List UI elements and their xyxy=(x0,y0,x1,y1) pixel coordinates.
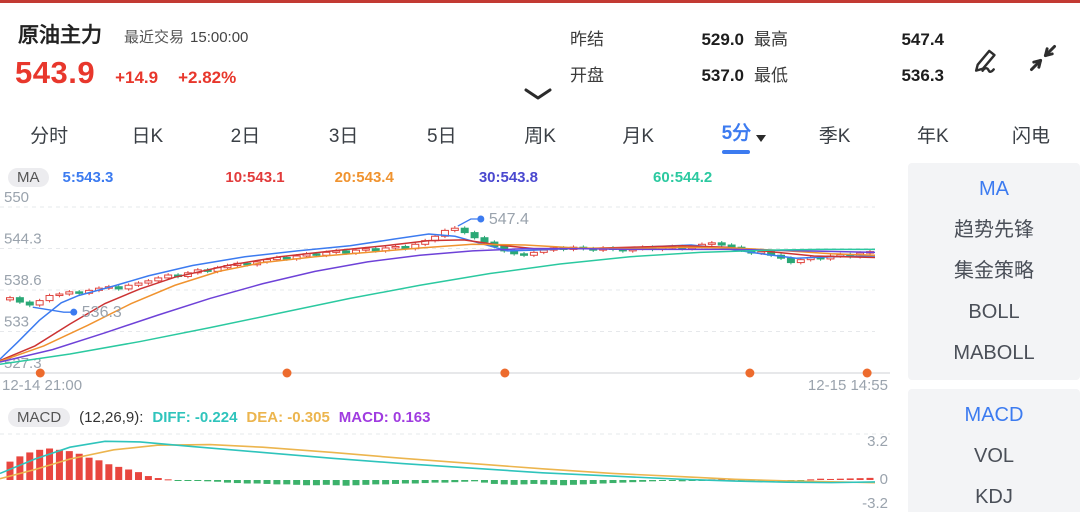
main-indicator-panel: MA 趋势先锋 集金策略 BOLL MABOLL xyxy=(908,163,1080,380)
macd-dea-value: DEA: -0.305 xyxy=(246,408,330,426)
stat-label: 开盘 xyxy=(570,66,604,85)
stat-label: 最高 xyxy=(754,30,788,49)
macd-indicator-pill[interactable]: MACD xyxy=(8,407,71,427)
collapse-arrows-icon[interactable] xyxy=(1026,41,1060,75)
ma60-legend: 60:544.2 xyxy=(653,168,713,186)
ma10-legend: 10:543.1 xyxy=(225,168,285,186)
ma30-legend: 30:543.8 xyxy=(478,168,539,186)
stat-value: 547.4 xyxy=(901,30,944,49)
indicator-macd[interactable]: MACD xyxy=(964,404,1024,426)
ma-indicator-pill[interactable]: MA xyxy=(8,167,49,187)
tab-fenshi[interactable]: 分时 xyxy=(30,125,69,147)
stat-label: 最低 xyxy=(754,66,788,85)
stat-value: 529.0 xyxy=(701,30,744,49)
macd-bar-value: MACD: 0.163 xyxy=(338,408,431,426)
last-price: 543.9 xyxy=(15,55,96,90)
macd-params: (12,26,9): xyxy=(79,408,144,426)
MA20-line xyxy=(0,243,876,363)
tab-day-k[interactable]: 日K xyxy=(131,125,164,147)
ma20-legend: 20:543.4 xyxy=(334,168,394,186)
chevron-down-icon[interactable] xyxy=(522,87,554,101)
last-trade: 最近交易 15:00:00 xyxy=(124,29,249,46)
annotation-line xyxy=(457,218,479,227)
session-dot xyxy=(282,368,292,378)
annotation-line xyxy=(32,306,72,313)
sub-indicator-panel: MACD VOL KDJ xyxy=(908,389,1080,512)
ma-legend: MA 5:543.3 10:543.1 20:543.4 30:543.8 60… xyxy=(0,163,900,191)
ma5-legend: 5:543.3 xyxy=(62,168,114,186)
macd-diff-value: DIFF: -0.224 xyxy=(152,408,238,426)
y-axis-label: 538.6 xyxy=(4,272,42,289)
indicator-vol[interactable]: VOL xyxy=(973,445,1015,467)
tab-month-k[interactable]: 月K xyxy=(622,125,655,147)
macd-y-label: 0 xyxy=(880,471,888,488)
y-axis-label: 544.3 xyxy=(4,231,42,248)
MA5-line xyxy=(0,233,876,360)
tab-flash[interactable]: 闪电 xyxy=(1011,125,1050,147)
macd-chart-canvas[interactable]: 3.2 0 -3.2 xyxy=(0,432,898,512)
price-change-percent: +2.82% xyxy=(178,68,237,87)
tab-3day[interactable]: 3日 xyxy=(328,125,359,147)
quote-stats: 昨结 529.0 最高 547.4 开盘 537.0 最低 536.3 xyxy=(570,25,944,86)
stat-label: 昨结 xyxy=(570,30,604,49)
MA30-line xyxy=(0,247,876,363)
tab-year-k[interactable]: 年K xyxy=(916,125,949,147)
indicator-kdj[interactable]: KDJ xyxy=(975,486,1013,508)
session-dot xyxy=(35,368,45,378)
candlestick-series xyxy=(6,226,874,308)
pen-icon[interactable] xyxy=(968,41,1002,75)
tab-5min-active[interactable]: 5分 xyxy=(687,114,785,154)
MA10-line xyxy=(0,239,876,362)
MA60-line xyxy=(0,248,875,365)
session-dot xyxy=(745,368,755,378)
indicator-sidebar: MA 趋势先锋 集金策略 BOLL MABOLL MACD VOL KDJ xyxy=(908,163,1080,512)
indicator-jijin-strategy[interactable]: 集金策略 xyxy=(954,260,1034,282)
macd-y-label: -3.2 xyxy=(862,495,888,512)
last-trade-time: 15:00:00 xyxy=(190,29,249,46)
price-change: +14.9 xyxy=(115,68,159,87)
y-axis-label: 550 xyxy=(4,191,29,206)
y-axis-label: 533 xyxy=(4,314,29,331)
session-dot xyxy=(862,368,872,378)
indicator-maboll[interactable]: MABOLL xyxy=(953,342,1035,364)
symbol-name: 原油主力 xyxy=(18,24,102,47)
tab-dropdown-triangle-icon xyxy=(756,135,767,147)
x-axis-end-label: 12-15 14:55 xyxy=(808,377,888,394)
annotation-label: 536.3 xyxy=(82,304,122,321)
tab-5day[interactable]: 5日 xyxy=(427,125,457,147)
tab-quarter-k[interactable]: 季K xyxy=(818,125,851,147)
annotation-dot xyxy=(70,308,78,316)
indicator-trend-pioneer[interactable]: 趋势先锋 xyxy=(954,219,1034,241)
indicator-ma[interactable]: MA xyxy=(979,178,1009,200)
top-accent-line xyxy=(0,0,1080,3)
session-dot xyxy=(500,368,510,378)
macd-header: MACD (12,26,9): DIFF: -0.224 DEA: -0.305… xyxy=(0,402,900,432)
diff-line xyxy=(0,440,876,484)
x-axis-start-label: 12-14 21:00 xyxy=(2,377,82,394)
stat-value: 536.3 xyxy=(901,66,944,85)
annotation-label: 547.4 xyxy=(489,211,529,228)
indicator-boll[interactable]: BOLL xyxy=(968,301,1020,323)
quote-header: 原油主力 最近交易 15:00:00 543.9 +14.9 +2.82% 昨结 … xyxy=(0,3,1080,105)
macd-y-label: 3.2 xyxy=(867,433,888,450)
tab-2day[interactable]: 2日 xyxy=(230,125,261,147)
annotation-dot xyxy=(477,215,485,223)
dea-line xyxy=(0,443,876,484)
chart-column: MA 5:543.3 10:543.1 20:543.4 30:543.8 60… xyxy=(0,163,900,512)
stat-value: 537.0 xyxy=(701,66,744,85)
period-tabbar: 分时 日K 2日 3日 5日 周K 月K 5分 季K 年K 闪电 xyxy=(0,105,1080,163)
tab-week-k[interactable]: 周K xyxy=(524,125,556,147)
